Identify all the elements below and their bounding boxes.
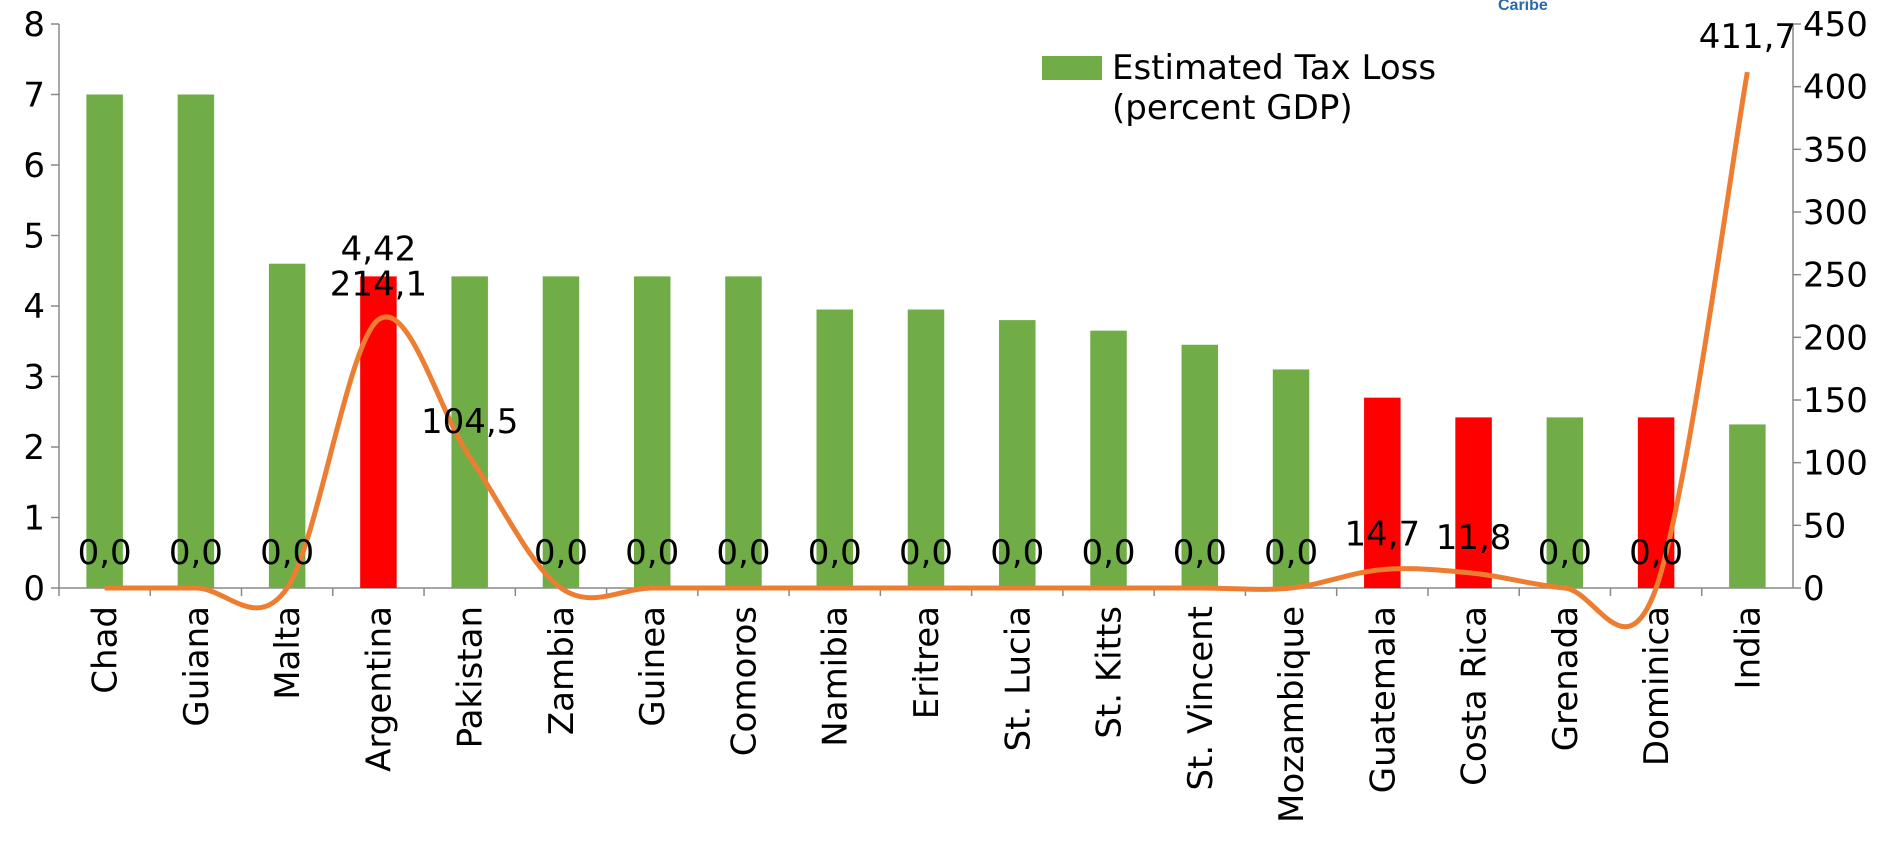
y-tick-label: 4 — [23, 287, 45, 327]
x-tick-label: Costa Rica — [1455, 606, 1495, 786]
line-value-label: 0,0 — [716, 533, 770, 573]
legend-swatch — [1042, 56, 1102, 80]
x-tick-label: India — [1728, 606, 1768, 689]
y-tick-label: 5 — [23, 217, 45, 257]
bar — [1364, 397, 1401, 588]
line-value-label: 104,5 — [421, 402, 518, 442]
bar — [177, 94, 215, 588]
x-tick-label: Pakistan — [451, 606, 491, 748]
line-value-label: 11,8 — [1436, 518, 1512, 558]
x-tick-label: Guinea — [633, 606, 673, 727]
y2-tick-label: 400 — [1803, 68, 1868, 108]
bar — [725, 276, 762, 588]
line-value-label: 0,0 — [808, 533, 862, 573]
bar-value-label: 4,42 — [341, 229, 417, 269]
legend: Estimated Tax Loss (percent GDP) — [1042, 48, 1512, 128]
x-tick-label: St. Lucia — [998, 606, 1038, 751]
bar — [1455, 417, 1492, 588]
y2-tick-label: 300 — [1803, 193, 1868, 233]
y2-tick-label: 0 — [1803, 569, 1825, 609]
x-tick-label: Grenada — [1546, 606, 1586, 751]
x-tick-label: Malta — [268, 606, 308, 700]
y2-tick-label: 200 — [1803, 318, 1868, 358]
logo: Caribe — [1498, 0, 1548, 14]
x-tick-label: St. Vincent — [1181, 606, 1221, 791]
x-tick-label: Guatemala — [1363, 606, 1403, 793]
bar — [816, 309, 853, 588]
x-tick-label: Chad — [86, 606, 126, 694]
line-value-label: 14,7 — [1344, 515, 1420, 555]
y-tick-label: 0 — [23, 569, 45, 609]
legend-label: Estimated Tax Loss (percent GDP) — [1112, 48, 1437, 128]
bar — [999, 320, 1036, 588]
line-value-label: 0,0 — [1629, 533, 1683, 573]
line-value-label: 214,1 — [330, 265, 427, 305]
bar — [1546, 417, 1584, 588]
x-tick-label: Mozambique — [1272, 606, 1312, 823]
y-tick-label: 7 — [23, 76, 45, 116]
bar — [542, 276, 580, 588]
line-value-label: 0,0 — [260, 533, 314, 573]
y-tick-label: 3 — [23, 358, 45, 398]
bar — [1729, 424, 1766, 588]
y2-tick-label: 350 — [1803, 130, 1868, 170]
y-tick-label: 2 — [23, 428, 45, 468]
line-value-label: 0,0 — [78, 533, 132, 573]
y-tick-label: 8 — [23, 5, 45, 45]
y-tick-label: 1 — [23, 499, 45, 539]
x-tick-label: Comoros — [724, 606, 764, 756]
y2-tick-label: 50 — [1803, 506, 1846, 546]
bar — [907, 309, 945, 588]
bar — [268, 263, 306, 588]
y-tick-label: 6 — [23, 146, 45, 186]
line-value-label: 0,0 — [1173, 533, 1227, 573]
line-value-label: 0,0 — [534, 533, 588, 573]
line-value-label: 0,0 — [1264, 533, 1318, 573]
x-tick-label: Argentina — [359, 606, 399, 772]
x-tick-label: Guiana — [177, 606, 217, 727]
x-tick-label: Zambia — [542, 606, 582, 735]
y2-tick-label: 100 — [1803, 444, 1868, 484]
bar — [1090, 330, 1127, 588]
bar — [1637, 417, 1675, 588]
line-value-label: 0,0 — [990, 533, 1044, 573]
line-value-label: 0,0 — [1538, 533, 1592, 573]
bar — [633, 276, 671, 588]
bar — [1181, 344, 1219, 588]
bar — [360, 276, 397, 588]
x-tick-label: Eritrea — [907, 606, 947, 719]
y2-tick-label: 250 — [1803, 256, 1868, 296]
x-tick-label: Namibia — [816, 606, 856, 747]
line-value-label: 0,0 — [899, 533, 953, 573]
bar — [86, 94, 123, 588]
y2-tick-label: 450 — [1803, 5, 1868, 45]
bar — [1272, 369, 1310, 588]
x-tick-label: Dominica — [1637, 606, 1677, 766]
line-value-label: 0,0 — [625, 533, 679, 573]
line-value-label: 0,0 — [169, 533, 223, 573]
line-value-label: 0,0 — [1081, 533, 1135, 573]
y2-tick-label: 150 — [1803, 381, 1868, 421]
line — [104, 71, 1750, 630]
line-value-label: 411,7 — [1699, 17, 1796, 57]
x-tick-label: St. Kitts — [1090, 606, 1130, 739]
